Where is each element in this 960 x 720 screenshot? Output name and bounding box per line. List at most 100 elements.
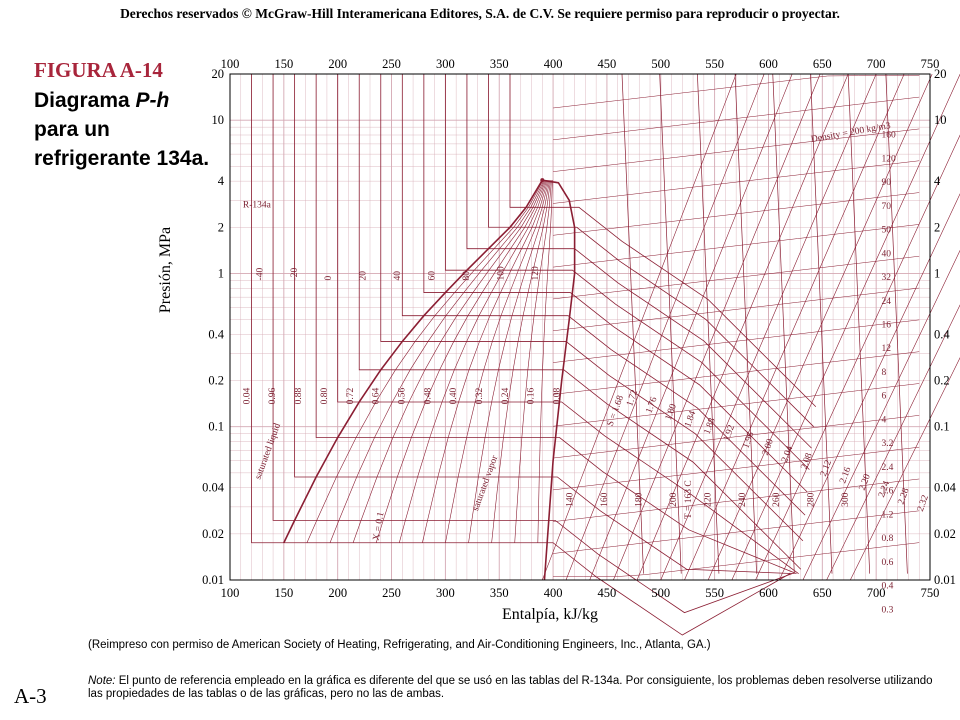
quality-label: 0.56: [397, 387, 407, 404]
annotation-quality: X = 0.1: [372, 511, 387, 541]
isotherm-label: 40: [393, 271, 403, 281]
x-tick-label-bottom: 500: [651, 586, 670, 600]
density-label: 0.8: [882, 534, 894, 544]
isotherm-label: -40: [255, 268, 265, 281]
density-label: 120: [882, 154, 897, 164]
x-tick-label-top: 300: [436, 57, 455, 71]
y-tick-label-left: 20: [212, 67, 225, 81]
density-label: 70: [882, 202, 892, 212]
x-tick-label-top: 150: [274, 57, 293, 71]
y-tick-label-right: 20: [934, 67, 947, 81]
isotherm-label: 140: [565, 492, 575, 507]
page-number: A-3: [14, 684, 47, 708]
y-tick-label-right: 0.4: [934, 327, 950, 341]
density-line: [553, 96, 920, 141]
isotherm-line: [294, 74, 795, 575]
x-tick-label-bottom: 700: [867, 586, 886, 600]
isotherm-line: [659, 73, 682, 574]
isotherm-label: 180: [634, 492, 644, 507]
quality-line: [375, 180, 547, 543]
entropy-label: 2.08: [800, 452, 815, 471]
entropy-label: 2.28: [896, 487, 911, 506]
isotherm-line: [423, 74, 808, 493]
saturated-liquid-line: [283, 179, 543, 544]
figure-title: Diagrama P-h para un refrigerante 134a.: [34, 86, 214, 173]
quality-line: [329, 180, 545, 543]
isotherm-line: [401, 74, 806, 516]
figure-number: FIGURA A-14: [34, 58, 163, 82]
x-tick-label-bottom: 400: [544, 586, 563, 600]
x-tick-label-top: 100: [221, 57, 240, 71]
grid-layer: [229, 73, 931, 581]
isotherm-line: [772, 73, 795, 574]
quality-label: 0.04: [242, 387, 252, 404]
y-tick-label-right: 0.02: [934, 527, 956, 541]
entropy-label: S = 1.68: [606, 394, 626, 428]
y-tick-label-right: 10: [934, 113, 947, 127]
entropy-label: 2.00: [761, 438, 776, 457]
density-line: [553, 319, 920, 363]
annotation-saturated-liquid: saturated liquid: [254, 422, 284, 481]
x-tick-label-top: 750: [921, 57, 940, 71]
quality-label: 0.08: [553, 387, 563, 404]
note-paragraph: Note: El punto de referencia empleado en…: [88, 675, 948, 701]
density-line: [553, 415, 920, 459]
isotherm-line: [251, 74, 791, 636]
density-label: 50: [882, 226, 892, 236]
quality-label: 0.16: [527, 387, 537, 404]
quality-line: [514, 180, 552, 543]
entropy-line: [731, 73, 960, 581]
source-credit: (Reimpreso con permiso de American Socie…: [88, 639, 711, 651]
isotherm-line: [358, 74, 802, 570]
isotherm-line: [697, 73, 720, 574]
isotherm-line: [509, 74, 817, 408]
density-label: 0.6: [882, 558, 894, 568]
isotherm-label: 80: [462, 271, 472, 281]
entropy-label: 2.04: [780, 445, 795, 464]
y-tick-label-right: 0.1: [934, 420, 950, 434]
entropy-label: 1.88: [703, 417, 718, 436]
y-tick-label-left: 0.01: [202, 573, 224, 587]
note-lead: Note:: [88, 675, 116, 687]
figure-title-part1: Diagrama: [34, 89, 136, 112]
y-tick-label-left: 10: [212, 113, 225, 127]
density-label: 0.3: [882, 605, 894, 615]
quality-label: 0.24: [501, 387, 511, 404]
tick-layer: 1001001501502002002502503003003503504004…: [202, 57, 957, 600]
x-axis-label: Entalpía, kJ/kg: [502, 606, 598, 623]
entropy-label: 2.12: [819, 459, 834, 478]
y-tick-label-left: 0.2: [208, 374, 224, 388]
x-tick-label-bottom: 150: [274, 586, 293, 600]
saturated-vapor-line: [542, 179, 576, 581]
isotherm-line: [444, 74, 810, 470]
x-tick-label-bottom: 300: [436, 586, 455, 600]
isotherm-label: 60: [428, 271, 438, 281]
entropy-line: [613, 73, 821, 581]
entropy-line: [707, 73, 933, 581]
entropy-line: [636, 73, 849, 581]
density-label: 2.4: [882, 463, 894, 473]
density-label: 12: [882, 344, 892, 354]
isotherm-line: [466, 74, 812, 449]
y-tick-label-left: 1: [218, 266, 224, 280]
entropy-line: [778, 193, 960, 581]
y-tick-label-right: 1: [934, 266, 940, 280]
quality-label: 0.40: [449, 387, 459, 404]
x-tick-label-top: 400: [544, 57, 563, 71]
entropy-line: [589, 73, 793, 581]
density-line: [553, 446, 920, 491]
isotherm-line: [621, 73, 644, 574]
density-label: 32: [882, 273, 892, 283]
y-tick-label-left: 2: [218, 220, 224, 234]
x-tick-label-bottom: 250: [382, 586, 401, 600]
isotherm-line: [885, 73, 908, 574]
x-tick-label-top: 550: [705, 57, 724, 71]
density-label: 24: [882, 297, 892, 307]
quality-line: [468, 180, 550, 543]
density-line: [553, 160, 920, 204]
note-text: El punto de referencia empleado en la gr…: [88, 675, 933, 700]
density-label: 1.2: [882, 510, 894, 520]
figure-title-part2: para un refrigerante 134a.: [34, 118, 210, 170]
quality-label: 0.88: [294, 387, 304, 404]
y-tick-label-right: 0.01: [934, 573, 956, 587]
